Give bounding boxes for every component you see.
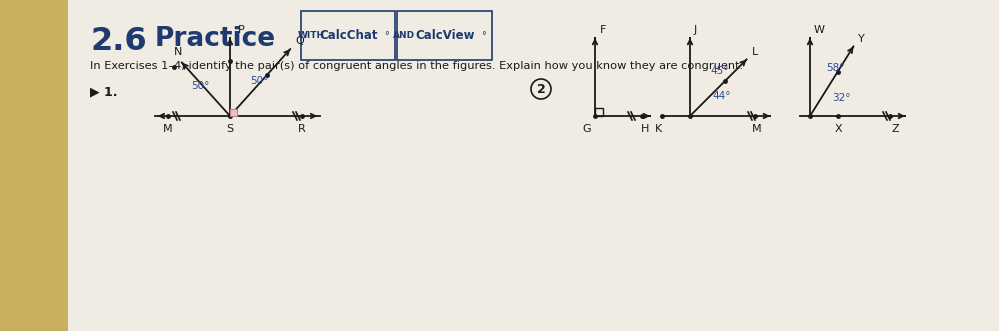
Text: K: K xyxy=(655,124,662,134)
Text: L: L xyxy=(751,47,758,58)
Text: N: N xyxy=(174,47,182,58)
Text: 50°: 50° xyxy=(191,81,209,91)
Text: G: G xyxy=(582,124,591,134)
Text: W: W xyxy=(814,25,825,35)
Text: P: P xyxy=(238,25,245,35)
Text: F: F xyxy=(600,25,606,35)
Text: 58°: 58° xyxy=(826,63,844,73)
Text: 2.6: 2.6 xyxy=(90,26,147,57)
Text: CalcChat: CalcChat xyxy=(319,29,378,42)
Text: Practice: Practice xyxy=(155,26,276,52)
Circle shape xyxy=(531,79,551,99)
Text: J: J xyxy=(694,25,697,35)
Text: Q: Q xyxy=(296,36,304,46)
Text: M: M xyxy=(163,124,173,134)
Text: °: ° xyxy=(481,31,486,41)
Text: M: M xyxy=(752,124,762,134)
Text: H: H xyxy=(640,124,649,134)
Text: R: R xyxy=(298,124,306,134)
Text: In Exercises 1–4, identify the pair(s) of congruent angles in the figures. Expla: In Exercises 1–4, identify the pair(s) o… xyxy=(90,61,743,71)
Bar xyxy=(0,0,68,331)
Text: CalcView: CalcView xyxy=(415,29,475,42)
Text: Z: Z xyxy=(891,124,899,134)
Text: S: S xyxy=(227,124,234,134)
Text: AND: AND xyxy=(393,31,416,40)
Text: 32°: 32° xyxy=(832,93,850,103)
Text: °: ° xyxy=(384,31,389,41)
Text: 44°: 44° xyxy=(712,91,730,101)
Text: WITH: WITH xyxy=(298,31,325,40)
Bar xyxy=(230,109,237,116)
Bar xyxy=(595,108,603,116)
Text: ▶ 1.: ▶ 1. xyxy=(90,85,118,98)
Text: X: X xyxy=(834,124,842,134)
Text: 50°: 50° xyxy=(250,76,269,86)
Text: Y: Y xyxy=(858,34,865,44)
Text: 2: 2 xyxy=(536,82,545,96)
Text: 45°: 45° xyxy=(710,66,728,76)
